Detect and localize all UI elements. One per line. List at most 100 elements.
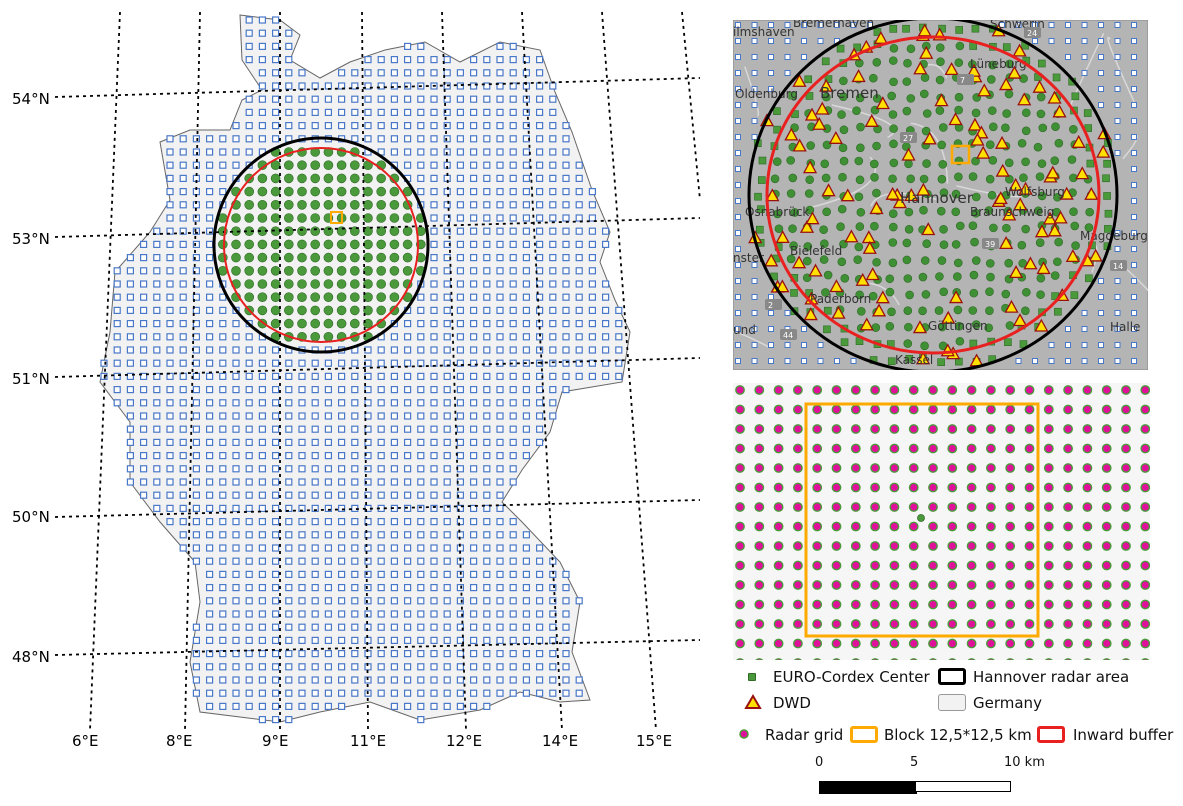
radar-grid-point [754,502,765,512]
euro-cordex-center [758,176,766,184]
euro-cordex-grid-square [166,267,174,275]
euro-cordex-grid-square [232,491,240,499]
road-number: 27 [903,134,913,143]
euro-cordex-grid-square [575,346,583,354]
euro-cordex-grid-square [801,342,807,348]
euro-cordex-grid-square [483,254,491,262]
radar-grid-point [735,599,745,610]
euro-cordex-grid-square [245,702,253,711]
euro-cordex-grid-square [768,310,774,316]
euro-cordex-center [1070,221,1080,231]
euro-cordex-grid-square [179,372,187,380]
euro-cordex-grid-square [166,320,174,328]
euro-cordex-grid-square [430,412,438,420]
euro-cordex-grid-square [456,227,464,235]
euro-cordex-grid-square [456,108,464,117]
euro-cordex-grid-square [522,557,531,565]
euro-cordex-grid-square [1131,102,1137,108]
euro-cordex-grid-square [601,306,610,314]
euro-cordex-grid-square [258,636,266,645]
dwd-station [871,303,887,317]
euro-cordex-grid-square [338,597,346,605]
euro-cordex-grid-square [232,320,240,328]
euro-cordex-center [1071,241,1080,250]
euro-cordex-grid-square [417,386,425,394]
euro-cordex-grid-square [364,478,372,486]
radar-grid-point [349,200,360,210]
euro-cordex-grid-square [470,201,478,209]
euro-cordex-grid-square [351,583,359,592]
euro-cordex-grid-square [417,161,425,169]
euro-cordex-grid-square [509,267,517,275]
radar-grid-point [363,279,373,289]
euro-cordex-grid-square [166,372,174,380]
euro-cordex-center [1067,155,1077,164]
radar-grid-point [336,252,347,263]
euro-cordex-grid-square [377,386,385,394]
euro-cordex-grid-square [245,399,253,407]
euro-cordex-center [1021,224,1030,234]
radar-grid-point [967,658,976,660]
euro-cordex-grid-square [351,689,359,697]
euro-cordex-grid-square [575,689,583,697]
euro-cordex-grid-square [430,649,438,658]
euro-cordex-grid-square [535,55,544,64]
radar-grid-point [1024,385,1035,395]
euro-cordex-center [1053,257,1062,267]
euro-cordex-grid-square [470,346,478,354]
radar-grid-point [270,292,281,303]
euro-cordex-grid-square [285,452,293,460]
euro-cordex-center [954,172,963,182]
euro-cordex-grid-square [206,306,214,314]
radar-grid-point [336,292,347,303]
euro-cordex-grid-square [456,293,464,301]
euro-cordex-grid-square [456,452,464,460]
dwd-station [859,317,874,331]
radar-grid-point [850,463,861,473]
euro-cordex-grid-square [470,174,478,182]
euro-cordex-grid-square [575,676,583,684]
dwd-station [865,267,880,281]
euro-cordex-grid-square [298,531,306,539]
euro-cordex-grid-square [206,227,214,235]
euro-cordex-grid-square [390,135,398,143]
radar-grid-point [349,305,360,316]
road-shield [1110,260,1127,271]
euro-cordex-grid-square [535,108,544,117]
euro-cordex-grid-square [535,399,544,407]
euro-cordex-grid-square [192,478,200,486]
euro-cordex-center [804,75,813,84]
euro-cordex-grid-square [206,333,214,341]
euro-cordex-grid-square [192,280,200,288]
euro-cordex-grid-square [113,306,121,314]
dwd-station [784,127,799,141]
radar-grid-point [1140,599,1150,610]
euro-cordex-grid-square [470,108,478,117]
radar-grid-point [389,186,400,197]
radar-grid-point [928,560,938,571]
euro-cordex-grid-square [601,280,610,288]
euro-cordex-grid-square [417,333,425,341]
radar-grid-point [1101,560,1112,571]
euro-cordex-grid-square [535,174,544,182]
euro-cordex-grid-square [206,280,214,288]
radar-grid-point [349,318,360,329]
euro-cordex-grid-square [1131,294,1137,300]
euro-cordex-grid-square [298,412,306,420]
euro-cordex-grid-square [456,148,464,156]
euro-cordex-center [986,75,996,84]
euro-cordex-grid-square [285,636,293,645]
euro-cordex-grid-square [285,42,293,51]
euro-cordex-center [987,190,997,200]
euro-cordex-grid-square [470,623,478,631]
radar-grid-point [270,252,281,263]
euro-cordex-grid-square [443,504,451,512]
euro-cordex-grid-square [166,254,174,262]
radar-grid-point [850,424,861,434]
radar-grid-point [1024,482,1035,493]
euro-cordex-grid-square [126,267,135,275]
radar-grid-point [1082,443,1093,454]
euro-cordex-grid-square [575,280,583,288]
euro-cordex-grid-square [443,69,451,77]
